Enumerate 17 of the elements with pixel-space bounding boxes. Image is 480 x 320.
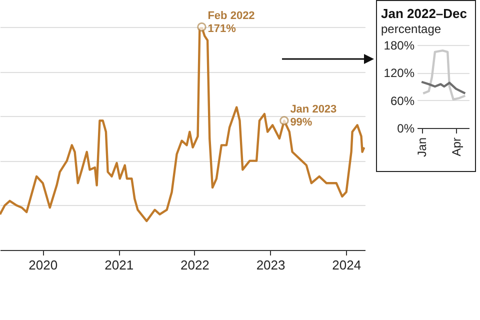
x-tick-label: 2022: [180, 258, 210, 272]
chart-title: Jan 2022–Dec: [381, 6, 468, 21]
chart-subtitle: percentage: [381, 22, 442, 36]
y-tick-label: 120%: [384, 66, 415, 80]
line-series: [422, 49, 466, 101]
x-tick-label: 2023: [256, 258, 286, 272]
x-tick-label: Jan: [415, 138, 430, 157]
x-tick-label: 2021: [104, 258, 134, 272]
annotation: Jan 2023 99%: [290, 104, 337, 129]
y-tick-label: 60%: [390, 94, 415, 108]
x-tick-label: 2020: [28, 258, 58, 272]
annotation: Feb 2022 171%: [208, 10, 255, 35]
x-tick-label: Apr: [450, 138, 464, 156]
y-tick-label: 180%: [384, 38, 415, 52]
line-series: [420, 80, 466, 95]
y-tick-label: 0%: [397, 122, 415, 136]
x-tick-label: 2024: [332, 258, 362, 272]
